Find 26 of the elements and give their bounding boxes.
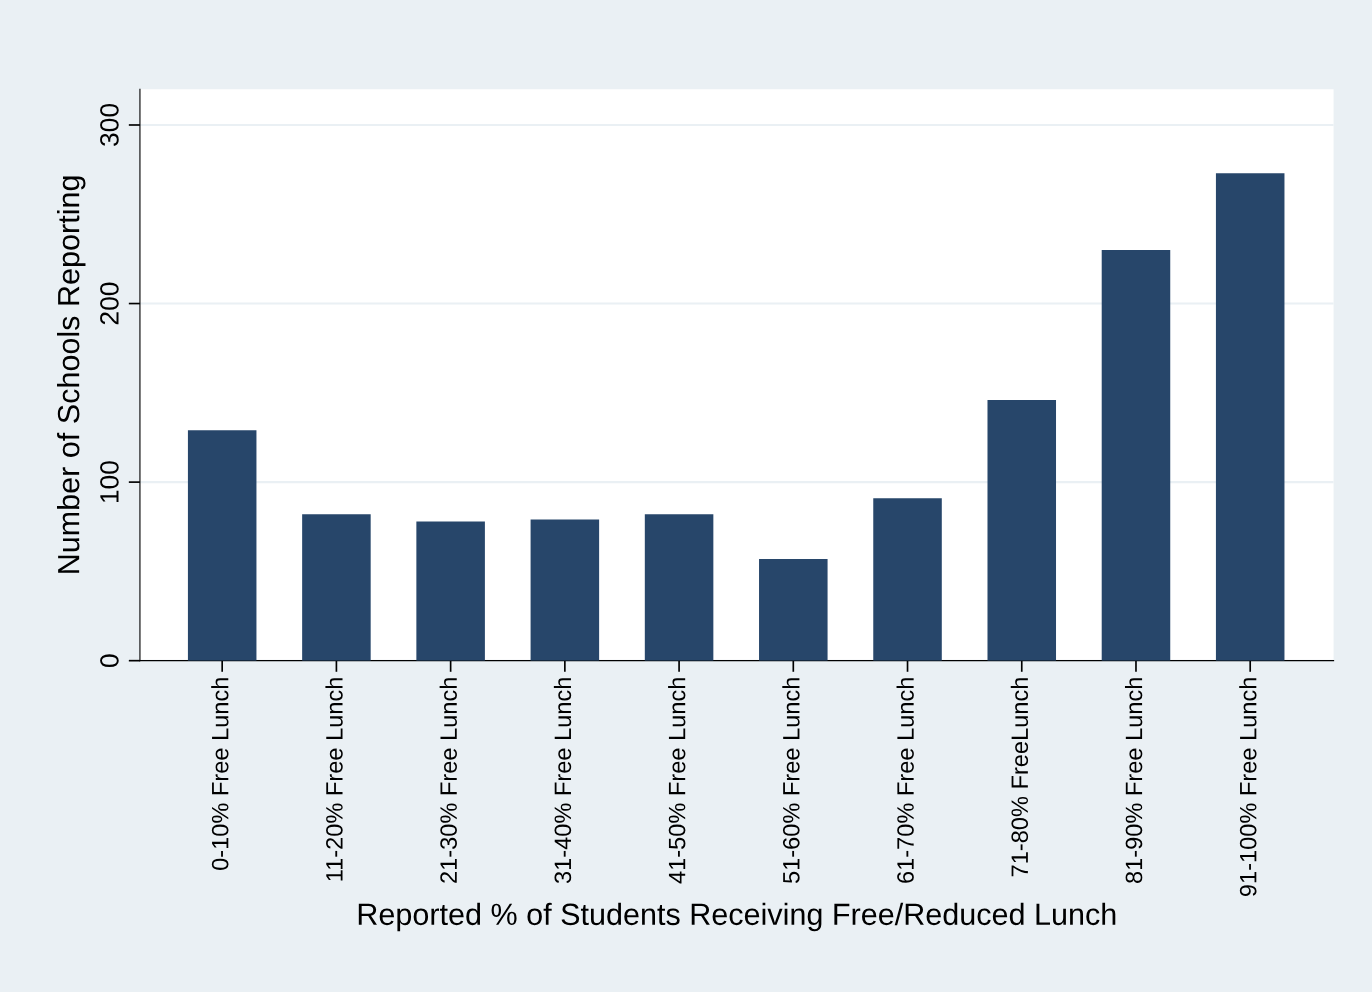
y-tick-label: 0 [100,654,119,667]
y-tick-label: 200 [100,282,119,325]
x-tick-label: 51-60% Free Lunch [782,678,800,884]
y-tick-label: 300 [100,104,119,146]
x-tick-label: 41-50% Free Lunch [668,678,686,884]
x-tick-label: 91-100% Free Lunch [1239,678,1257,897]
y-axis-title: Number of Schools Reporting [57,176,86,573]
x-tick-label: 11-20% Free Lunch [325,678,343,881]
bar [416,521,485,661]
x-axis-title: Reported % of Students Receiving Free/Reduced Lunch [358,902,1116,932]
bar [987,399,1057,661]
x-tick-label: 21-30% Free Lunch [439,678,457,883]
bar [187,430,257,661]
bar [530,519,600,661]
bar [644,514,714,661]
bar [873,498,942,661]
bar [1101,249,1171,661]
bar [1215,173,1285,661]
x-tick-label: 61-70% Free Lunch [896,678,914,883]
y-tick-label: 100 [100,461,119,503]
x-tick-label: 31-40% Free Lunch [553,678,572,884]
x-tick-label: 0-10% Free Lunch [211,678,229,870]
bar [759,558,828,661]
bar [302,514,371,661]
x-tick-label: 81-90% Free Lunch [1124,678,1143,883]
x-tick-label: 71-80% FreeLunch [1010,678,1029,877]
